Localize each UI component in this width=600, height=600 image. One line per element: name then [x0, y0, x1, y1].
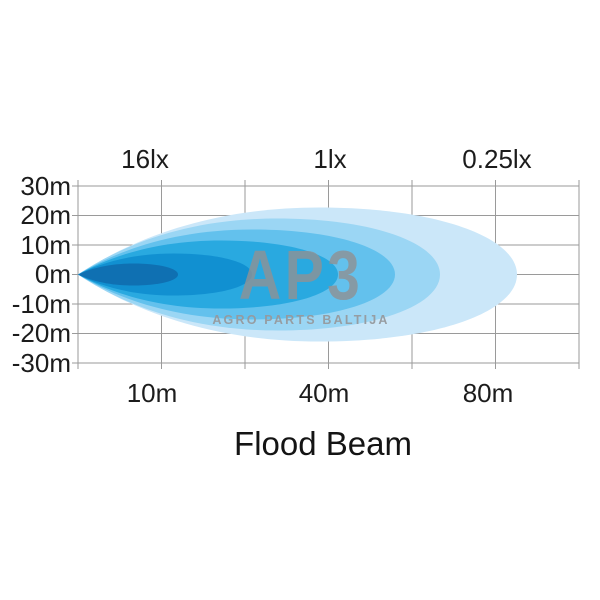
y-axis-label-0m: 0m [34, 259, 71, 289]
x-axis-label-40m: 40m [298, 378, 350, 408]
y-axis-label-30m: 30m [20, 171, 71, 201]
top-axis-label-1lx: 1lx [313, 144, 347, 174]
watermark-logo: AP3 [238, 236, 364, 314]
chart-title: Flood Beam [234, 425, 412, 462]
y-axis-label-20m: 20m [20, 200, 71, 230]
y-axis-label-10m: 10m [20, 230, 71, 260]
beam-contours [78, 207, 517, 342]
watermark-subtext: AGRO PARTS BALTIJA [212, 313, 390, 327]
contour-16lx-core [78, 263, 178, 286]
y-axis-label-neg10m: -10m [11, 289, 71, 319]
y-axis-label-neg30m: -30m [11, 348, 71, 378]
top-axis-label-025lx: 0.25lx [462, 144, 532, 174]
y-axis-label-neg20m: -20m [11, 318, 71, 348]
x-axis-label-80m: 80m [462, 378, 514, 408]
x-axis-label-10m: 10m [126, 378, 178, 408]
top-axis-label-16lx: 16lx [121, 144, 169, 174]
